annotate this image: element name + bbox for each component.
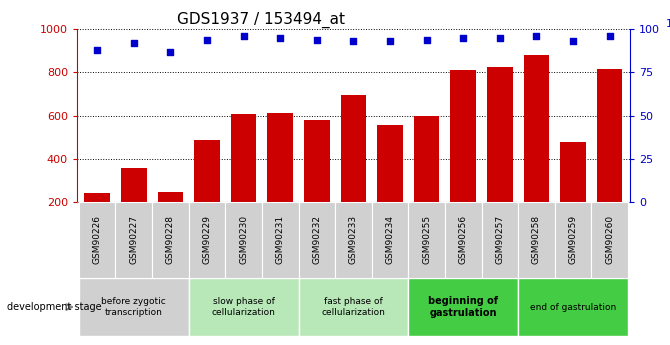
- Bar: [524, 55, 549, 245]
- Bar: [487, 67, 513, 245]
- Point: [604, 33, 615, 39]
- Text: GSM90255: GSM90255: [422, 215, 431, 264]
- Point: [421, 37, 432, 42]
- Point: [165, 49, 176, 55]
- Bar: [377, 125, 403, 245]
- Text: GSM90232: GSM90232: [312, 215, 322, 264]
- Text: GSM90226: GSM90226: [92, 215, 102, 264]
- Bar: [152, 202, 189, 278]
- Bar: [482, 202, 518, 278]
- Text: GSM90259: GSM90259: [569, 215, 578, 264]
- Bar: [592, 202, 628, 278]
- Bar: [445, 202, 482, 278]
- Bar: [408, 202, 445, 278]
- Bar: [225, 202, 262, 278]
- Bar: [84, 193, 110, 245]
- Bar: [335, 202, 372, 278]
- Bar: [450, 70, 476, 245]
- Text: GSM90229: GSM90229: [202, 215, 212, 264]
- Point: [385, 39, 395, 44]
- Text: end of gastrulation: end of gastrulation: [530, 303, 616, 312]
- Text: GSM90260: GSM90260: [605, 215, 614, 264]
- Bar: [79, 202, 115, 278]
- Point: [129, 40, 139, 46]
- Text: fast phase of
cellularization: fast phase of cellularization: [322, 297, 385, 317]
- Bar: [518, 278, 628, 336]
- Point: [202, 37, 212, 42]
- Bar: [194, 140, 220, 245]
- Point: [531, 33, 542, 39]
- Bar: [304, 120, 330, 245]
- Bar: [518, 202, 555, 278]
- Text: GSM90257: GSM90257: [495, 215, 505, 264]
- Bar: [372, 202, 408, 278]
- Text: slow phase of
cellularization: slow phase of cellularization: [212, 297, 275, 317]
- Text: beginning of
gastrulation: beginning of gastrulation: [428, 296, 498, 318]
- Point: [275, 35, 285, 41]
- Text: GSM90227: GSM90227: [129, 215, 138, 264]
- Bar: [121, 168, 147, 245]
- Text: 100%: 100%: [666, 19, 670, 29]
- Bar: [560, 142, 586, 245]
- Bar: [262, 202, 299, 278]
- Text: GSM90234: GSM90234: [385, 215, 395, 264]
- Text: GSM90258: GSM90258: [532, 215, 541, 264]
- Text: before zygotic
transcription: before zygotic transcription: [101, 297, 166, 317]
- Text: GSM90233: GSM90233: [349, 215, 358, 264]
- Bar: [555, 202, 592, 278]
- Bar: [267, 113, 293, 245]
- Point: [494, 35, 505, 41]
- Bar: [299, 278, 408, 336]
- Bar: [299, 202, 335, 278]
- Bar: [189, 202, 225, 278]
- Bar: [230, 114, 257, 245]
- Point: [348, 39, 359, 44]
- Point: [567, 39, 578, 44]
- Text: GSM90228: GSM90228: [166, 215, 175, 264]
- Bar: [408, 278, 518, 336]
- Text: GSM90230: GSM90230: [239, 215, 248, 264]
- Text: development stage: development stage: [7, 302, 101, 312]
- Bar: [597, 69, 622, 245]
- Bar: [79, 278, 189, 336]
- Text: GSM90231: GSM90231: [276, 215, 285, 264]
- Bar: [115, 202, 152, 278]
- Text: GSM90256: GSM90256: [459, 215, 468, 264]
- Bar: [157, 192, 183, 245]
- Text: GDS1937 / 153494_at: GDS1937 / 153494_at: [176, 12, 344, 28]
- Bar: [414, 116, 440, 245]
- Point: [312, 37, 322, 42]
- Bar: [189, 278, 299, 336]
- Bar: [340, 95, 366, 245]
- Point: [239, 33, 249, 39]
- Point: [458, 35, 468, 41]
- Point: [92, 47, 103, 53]
